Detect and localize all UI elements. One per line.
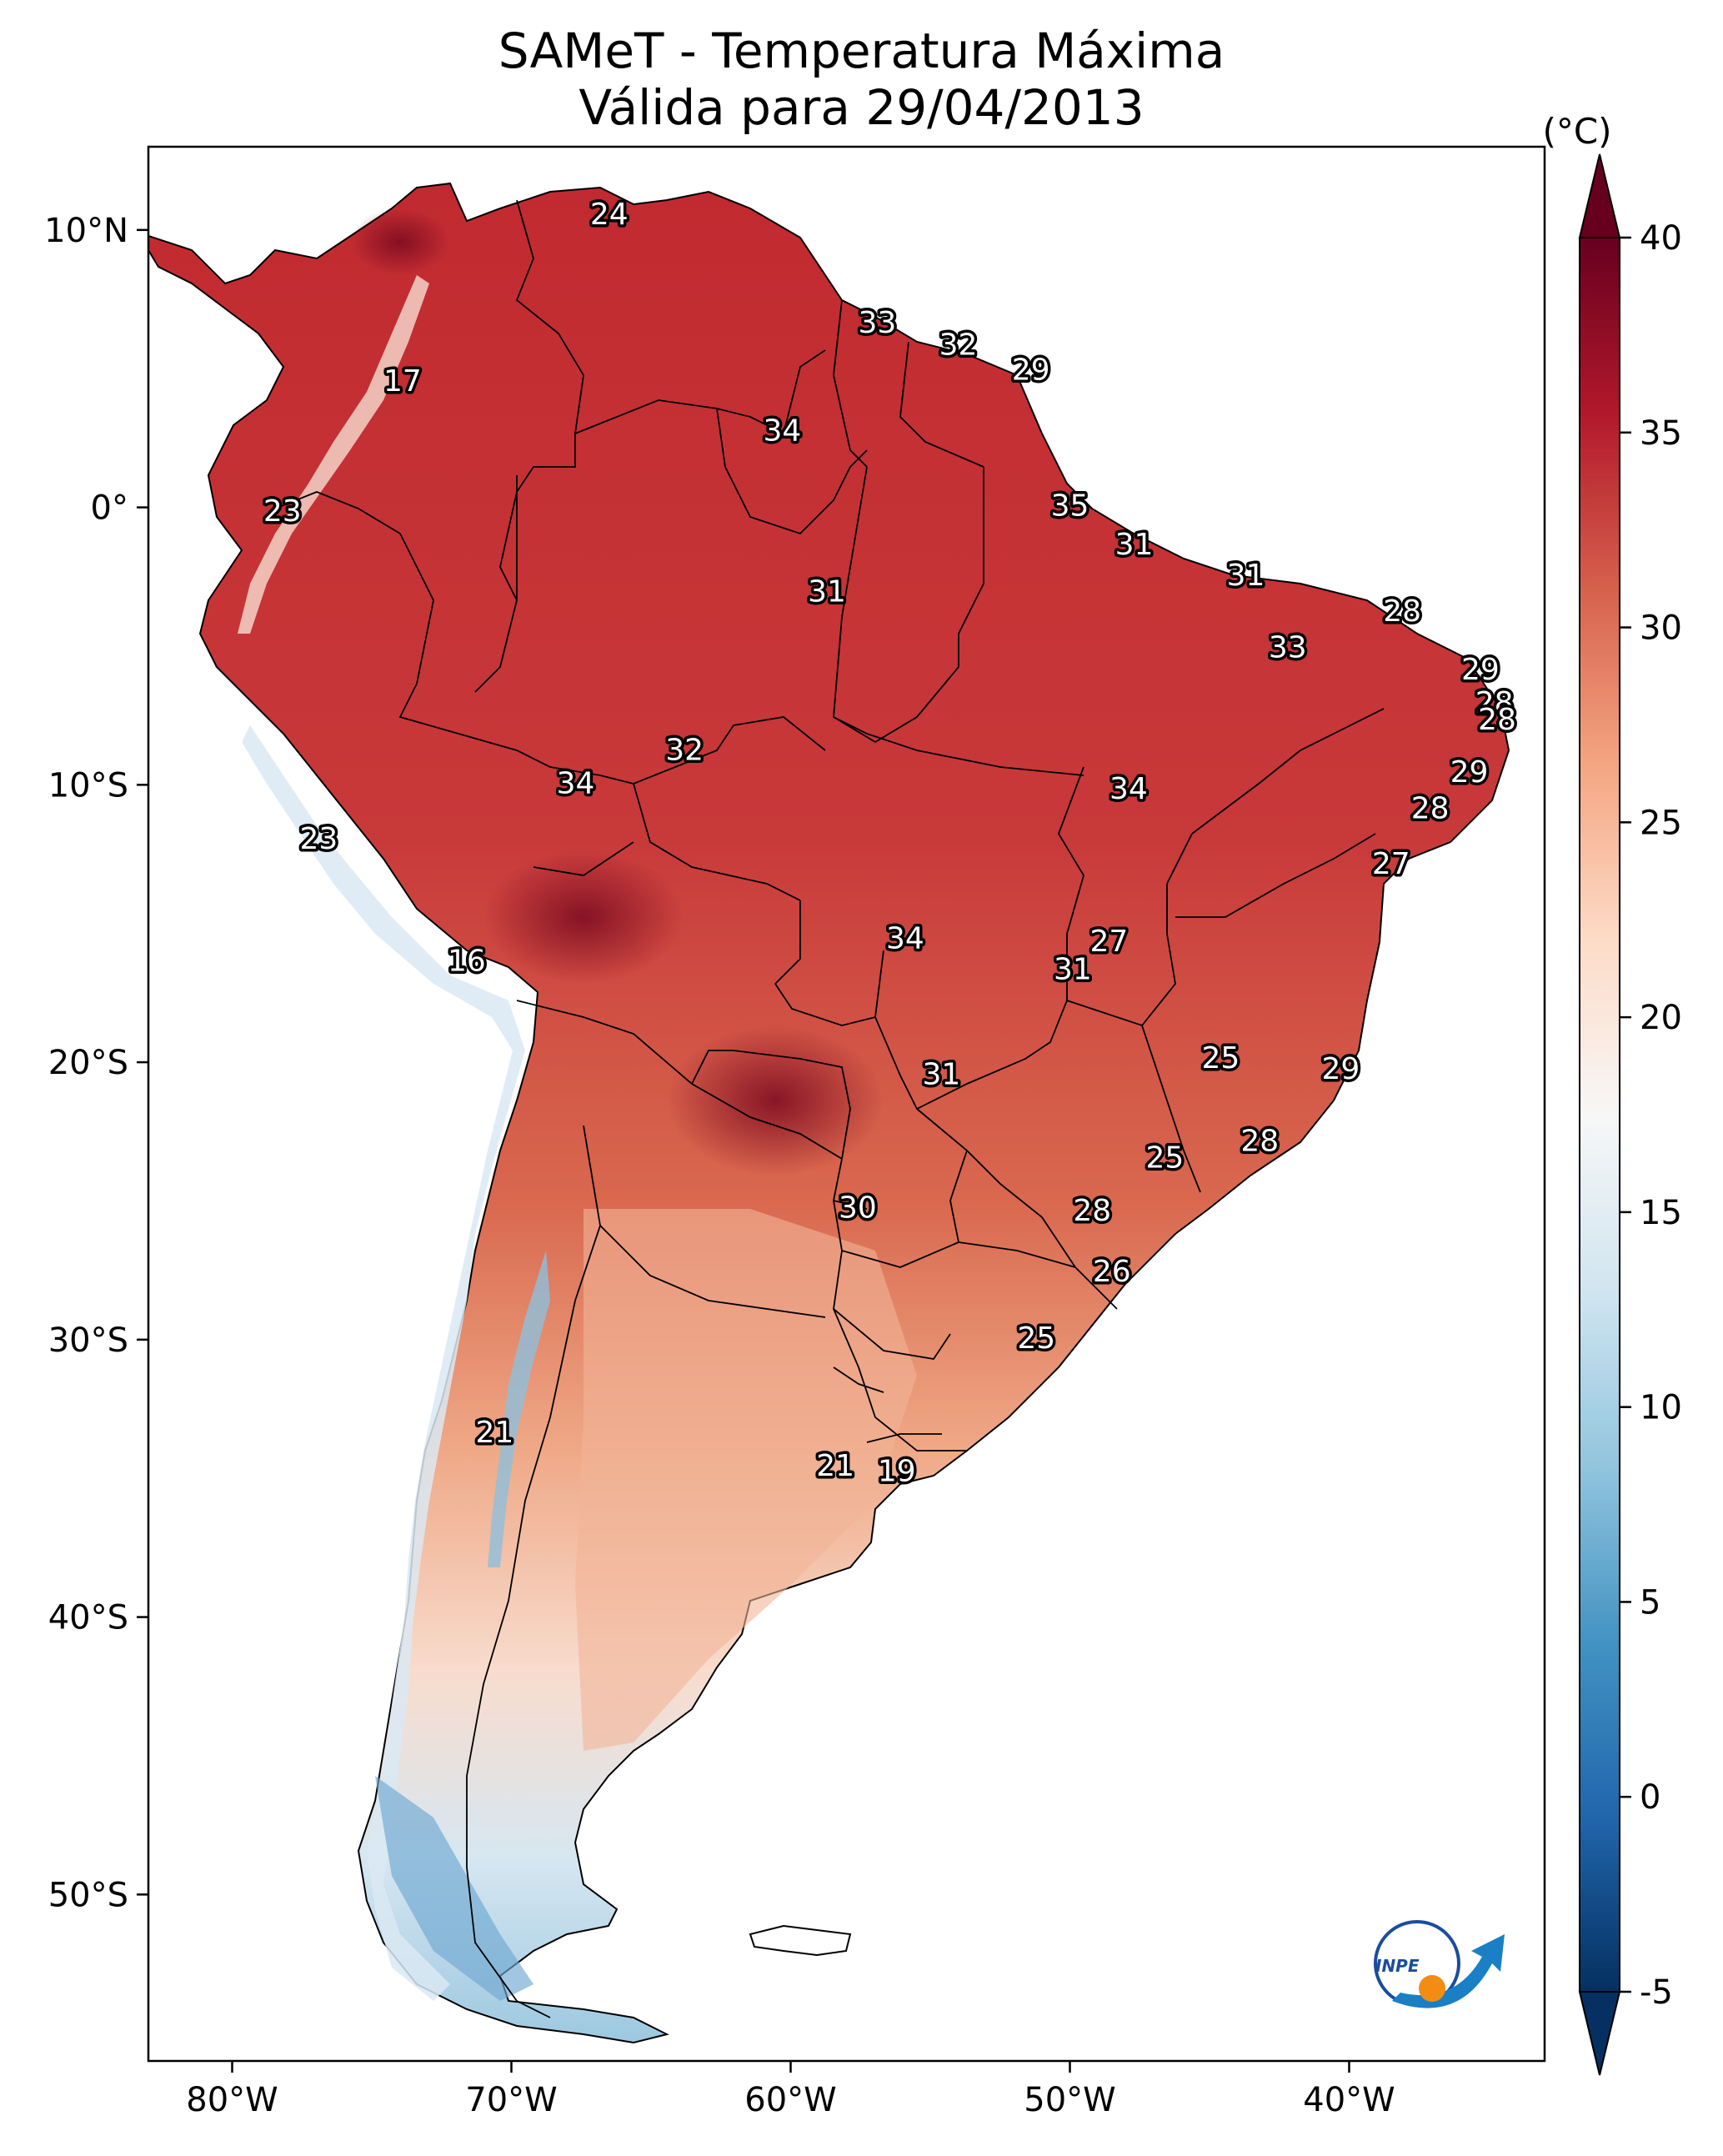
station-value: 29	[1461, 653, 1500, 687]
station-value: 27	[1372, 847, 1410, 881]
station-value: 34	[886, 922, 924, 956]
colorbar-tick-label: 0	[1640, 1778, 1660, 1817]
amazon-hotspot	[483, 850, 684, 984]
station-value: 26	[1093, 1255, 1131, 1289]
colorbar-tick-label: -5	[1640, 1973, 1673, 2012]
patagonia-cold	[375, 1776, 533, 2001]
colorbar-bottom-triangle	[1578, 1991, 1621, 2076]
colorbar-ticks: 40 35 30 25 20 15 10 5 0 -5	[1620, 219, 1682, 2012]
station-value: 31	[1115, 528, 1154, 562]
lon-tick-label: 50°W	[1024, 2081, 1115, 2119]
lat-tick-label: 10°N	[44, 212, 128, 250]
longitude-axis: 80°W 70°W 60°W 50°W 40°W	[186, 2061, 1395, 2119]
lat-tick-label: 50°S	[48, 1876, 128, 1914]
inpe-logo-orbit-arrow	[1392, 1934, 1505, 2008]
station-value: 32	[665, 733, 704, 767]
station-value: 28	[1073, 1194, 1111, 1228]
colorbar-tick-label: 40	[1640, 219, 1682, 258]
station-value: 23	[263, 494, 302, 529]
pampas-warm	[575, 1209, 917, 1751]
colorbar-unit: (°C)	[1542, 111, 1611, 152]
colorbar-tick-label: 15	[1640, 1194, 1682, 1232]
colorbar: (°C) 40 35 30 25 20 15 10 5 0 -5	[1542, 111, 1682, 2076]
station-value: 17	[383, 364, 422, 399]
station-value: 31	[1227, 559, 1265, 593]
lat-tick-label: 10°S	[48, 766, 128, 805]
station-value: 31	[922, 1058, 960, 1092]
station-value: 31	[808, 575, 846, 609]
station-value: 28	[1240, 1125, 1279, 1159]
colorbar-tick-label: 25	[1640, 804, 1682, 842]
colorbar-tick-label: 5	[1640, 1583, 1660, 1622]
station-value: 31	[1054, 952, 1092, 986]
station-value: 28	[1411, 791, 1450, 825]
lat-tick-label: 30°S	[48, 1321, 128, 1360]
station-value: 21	[475, 1416, 513, 1450]
station-value: 16	[448, 944, 486, 978]
map-frame	[147, 145, 1546, 2063]
colorbar-tick-label: 35	[1640, 414, 1682, 453]
station-value: 32	[939, 328, 978, 363]
station-value: 33	[858, 306, 896, 340]
station-value: 29	[1012, 353, 1050, 388]
station-value: 19	[878, 1455, 916, 1489]
lon-tick-label: 40°W	[1303, 2081, 1395, 2119]
station-value: 28	[1383, 594, 1421, 629]
station-value: 35	[1051, 489, 1089, 524]
andes-cold-core	[488, 1251, 550, 1567]
station-value: 21	[816, 1449, 854, 1483]
lat-tick-label: 0°	[91, 489, 128, 528]
lon-tick-label: 80°W	[186, 2081, 278, 2119]
latitude-axis: 10°N 0° 10°S 20°S 30°S 40°S 50°S	[44, 212, 148, 1914]
inpe-logo: INPE	[1374, 1920, 1505, 2008]
station-value: 34	[1109, 772, 1148, 806]
station-value: 29	[1322, 1052, 1360, 1086]
station-value: 27	[1089, 925, 1128, 959]
station-value: 25	[1201, 1041, 1240, 1075]
chaco-hotspot	[667, 1025, 884, 1176]
falkland-islands	[749, 1924, 852, 1957]
colorbar-gradient	[1579, 237, 1620, 1993]
station-value: 23	[299, 822, 338, 856]
venezuela-hotspot	[350, 208, 450, 275]
colorbar-tick-label: 30	[1640, 609, 1682, 648]
inpe-logo-sun	[1419, 1975, 1445, 2002]
lon-tick-label: 60°W	[744, 2081, 836, 2119]
station-value: 33	[1269, 630, 1307, 664]
colorbar-top-triangle	[1578, 153, 1621, 238]
map-subtitle: Válida para 29/04/2013	[579, 79, 1144, 136]
colorbar-tick-label: 10	[1640, 1389, 1682, 1427]
station-value: 25	[1017, 1321, 1055, 1356]
colorbar-tick-label: 20	[1640, 999, 1682, 1037]
station-value: 29	[1450, 755, 1489, 790]
station-value: 28	[1475, 686, 1514, 720]
lon-tick-label: 70°W	[465, 2081, 557, 2119]
lat-tick-label: 40°S	[48, 1599, 128, 1637]
station-value: 25	[1145, 1141, 1184, 1176]
station-value: 34	[557, 766, 595, 800]
inpe-logo-text: INPE	[1375, 1956, 1420, 1976]
political-borders	[274, 199, 1385, 2018]
station-value: 30	[839, 1191, 877, 1225]
station-value: 28	[1478, 703, 1516, 737]
station-value: 24	[590, 198, 629, 232]
station-value: 34	[764, 414, 802, 449]
lat-tick-label: 20°S	[48, 1044, 128, 1082]
north-andes-cool	[238, 275, 429, 634]
map-title: SAMeT - Temperatura Máxima	[498, 23, 1225, 79]
